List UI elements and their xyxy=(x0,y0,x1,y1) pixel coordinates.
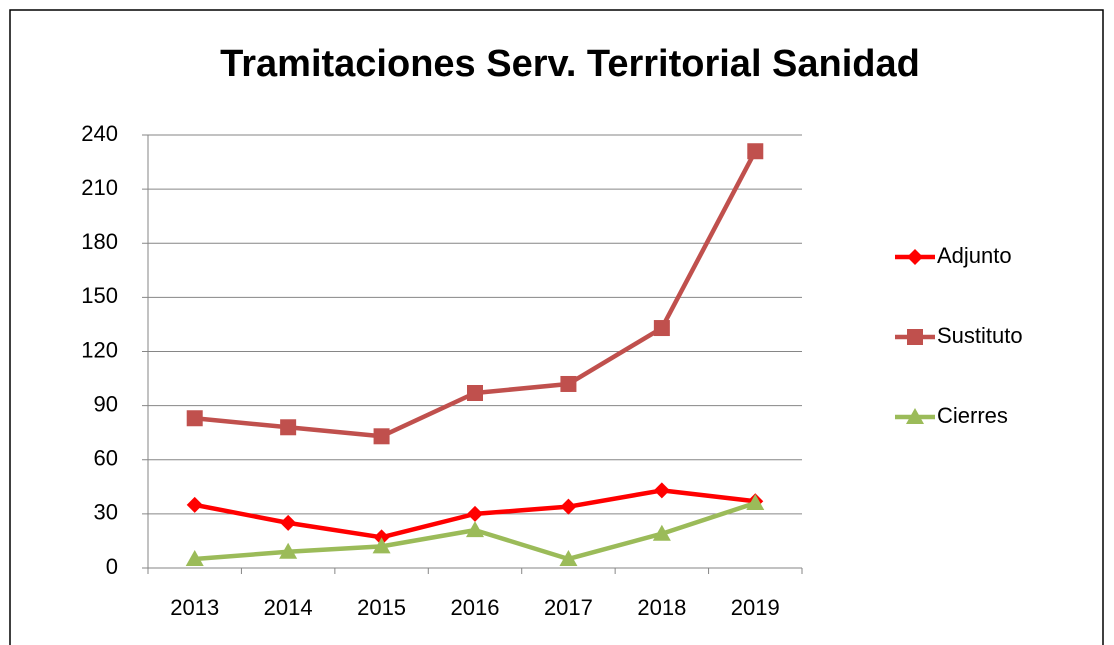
chart-frame xyxy=(9,9,1104,645)
marker xyxy=(560,375,577,392)
x-tick-label: 2017 xyxy=(544,595,593,620)
legend-marker xyxy=(907,249,923,265)
marker xyxy=(186,496,203,513)
x-tick-label: 2015 xyxy=(357,595,406,620)
y-tick-label: 150 xyxy=(81,283,118,308)
y-tick-label: 90 xyxy=(94,391,118,416)
y-tick-label: 0 xyxy=(106,554,118,579)
y-tick-label: 240 xyxy=(81,121,118,146)
marker xyxy=(279,542,298,559)
marker xyxy=(747,143,764,160)
marker xyxy=(652,524,671,541)
y-tick-label: 30 xyxy=(94,500,118,525)
marker xyxy=(280,514,297,531)
marker xyxy=(185,549,204,566)
x-tick-label: 2016 xyxy=(451,595,500,620)
marker xyxy=(467,384,483,401)
legend-marker xyxy=(907,329,923,345)
chart-title: Tramitaciones Serv. Territorial Sanidad xyxy=(220,43,920,85)
y-tick-label: 60 xyxy=(94,446,118,471)
marker xyxy=(466,521,484,538)
x-tick-label: 2019 xyxy=(731,595,780,620)
legend-label: Cierres xyxy=(937,403,1008,428)
marker xyxy=(653,320,670,337)
y-tick-label: 120 xyxy=(81,337,118,362)
marker xyxy=(653,482,670,499)
y-tick-label: 180 xyxy=(81,229,118,254)
marker xyxy=(373,529,390,546)
x-tick-label: 2013 xyxy=(170,595,219,620)
marker xyxy=(746,494,765,511)
marker xyxy=(186,410,203,427)
marker xyxy=(280,419,297,436)
y-tick-label: 210 xyxy=(81,175,118,200)
marker xyxy=(372,537,391,554)
x-tick-label: 2018 xyxy=(637,595,686,620)
legend-marker xyxy=(906,408,924,424)
marker xyxy=(560,498,577,515)
x-tick-label: 2014 xyxy=(264,595,313,620)
marker xyxy=(559,549,578,566)
legend-label: Sustituto xyxy=(937,323,1023,348)
marker xyxy=(467,505,483,522)
marker xyxy=(373,428,390,445)
legend-label: Adjunto xyxy=(937,243,1012,268)
